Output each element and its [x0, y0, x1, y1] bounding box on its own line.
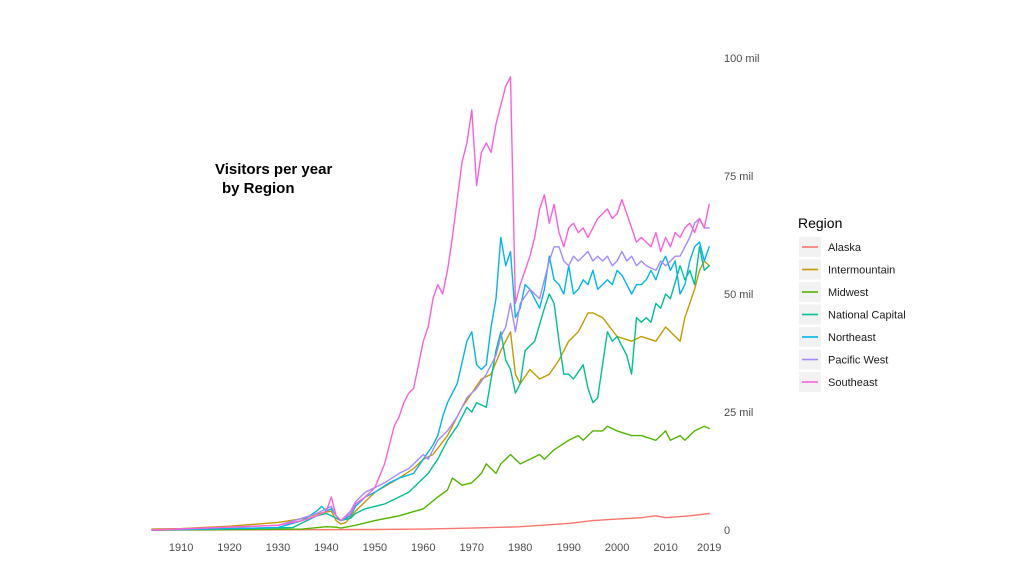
- legend-label: Northeast: [828, 332, 876, 344]
- x-tick-label: 1970: [460, 542, 484, 554]
- x-tick-label: 2000: [605, 542, 629, 554]
- x-tick-label: 1950: [363, 542, 387, 554]
- legend: Region Alaska Intermountain Midwest Nationa…: [798, 215, 906, 392]
- x-tick-label: 1960: [411, 542, 435, 554]
- series-line-alaska: [151, 512, 710, 531]
- x-tick-label: 1910: [169, 542, 193, 554]
- legend-title: Region: [798, 215, 842, 231]
- legend-label: Pacific West: [828, 355, 888, 367]
- x-tick-label: 1920: [217, 542, 241, 554]
- x-tick-label: 2010: [653, 542, 677, 554]
- y-tick-label: 50 mil: [724, 289, 753, 301]
- x-tick-label: 2019: [697, 542, 721, 554]
- x-tick-label: 1990: [556, 542, 580, 554]
- x-tick-label: 1980: [508, 542, 532, 554]
- x-tick-label: 1930: [266, 542, 290, 554]
- series-line-southeast: [151, 76, 710, 531]
- series-line-national-capital: [151, 246, 710, 531]
- y-tick-label: 100 mil: [724, 53, 759, 65]
- legend-label: National Capital: [828, 310, 906, 322]
- x-tick-label: 1940: [314, 542, 338, 554]
- y-tick-label: 25 mil: [724, 407, 753, 419]
- series-line-intermountain: [151, 260, 710, 530]
- chart-title-line-2: by Region: [222, 180, 295, 197]
- series-line-midwest: [151, 425, 710, 531]
- y-axis-ticks: 0 25 mil 50 mil 75 mil 100 mil: [724, 53, 759, 537]
- plot-area: [151, 76, 710, 531]
- series-line-pacific-west: [151, 217, 710, 531]
- chart-title-line-1: Visitors per year: [215, 161, 332, 178]
- x-axis-ticks: 1910 1920 1930 1940 1950 1960 1970 1980 1990 2000…: [169, 542, 722, 554]
- legend-label: Alaska: [828, 242, 862, 254]
- series-line-northeast: [151, 236, 710, 531]
- legend-label: Midwest: [828, 287, 868, 299]
- legend-label: Southeast: [828, 377, 878, 389]
- y-tick-label: 0: [724, 525, 730, 537]
- y-tick-label: 75 mil: [724, 171, 753, 183]
- legend-label: Intermountain: [828, 265, 895, 277]
